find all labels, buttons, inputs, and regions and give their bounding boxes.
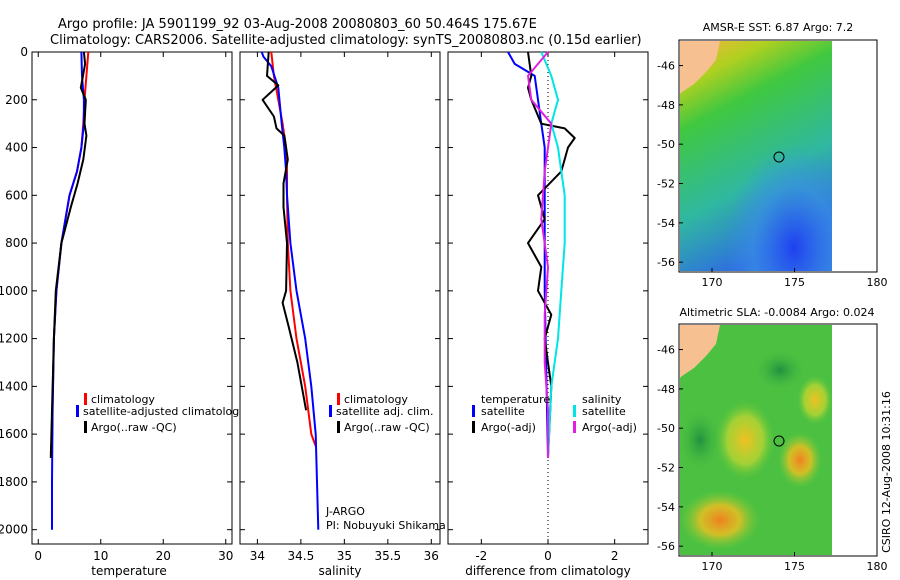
header-title-line1: Argo profile: JA 5901199_92 03-Aug-2008 … bbox=[58, 17, 537, 32]
sla-ytick-label: -48 bbox=[657, 383, 675, 396]
sst-land bbox=[680, 41, 720, 94]
difference-legend-sal-argo: Argo(-adj) bbox=[582, 421, 637, 434]
difference-xtick-label: 2 bbox=[611, 549, 619, 563]
salinity-annotation-jargo: J-ARGO bbox=[325, 505, 365, 518]
difference-lines bbox=[507, 51, 576, 459]
sst-ytick-label: -52 bbox=[657, 178, 675, 191]
salinity-xtick-label: 34.5 bbox=[288, 549, 315, 563]
salinity-xtick-label: 35.5 bbox=[374, 549, 401, 563]
sla-land bbox=[680, 325, 720, 378]
salinity-xtick-label: 35 bbox=[337, 549, 352, 563]
sst-axes: 170 175 180 -46 -48 -50 -52 -54 -56 bbox=[657, 60, 887, 289]
sla-map: Altimetric SLA: -0.0084 Argo: 0.024 170 1… bbox=[657, 306, 887, 573]
difference-legend-temp-argo: Argo(-adj) bbox=[481, 421, 536, 434]
sla-anomaly-6 bbox=[755, 350, 805, 390]
sla-xtick-label: 170 bbox=[702, 560, 723, 573]
difference-xtick-label: 0 bbox=[544, 549, 552, 563]
sla-xtick-label: 180 bbox=[867, 560, 888, 573]
temperature-xtick-label: 30 bbox=[218, 549, 233, 563]
sla-anomaly-4 bbox=[797, 375, 833, 425]
depth-tick-label: 2000 bbox=[0, 523, 28, 537]
depth-tick-label: 200 bbox=[5, 93, 28, 107]
sst-ytick-label: -54 bbox=[657, 217, 675, 230]
sla-map-title: Altimetric SLA: -0.0084 Argo: 0.024 bbox=[680, 306, 875, 319]
temperature-legend-argo: Argo(..raw -QC) bbox=[91, 421, 177, 434]
temperature-legend-satellite: satellite-adjusted climatology bbox=[83, 405, 246, 418]
temperature-lines bbox=[49, 51, 90, 530]
depth-tick-label: 1400 bbox=[0, 379, 28, 393]
difference-legend: temperature salinity satellite Argo(-adj… bbox=[472, 393, 637, 434]
sla-anomaly-1 bbox=[680, 490, 760, 550]
salinity-series-argo-raw-qc bbox=[261, 51, 308, 411]
header-title-line2: Climatology: CARS2006. Satellite-adjuste… bbox=[50, 33, 642, 48]
salinity-lines bbox=[260, 51, 320, 530]
salinity-xtick-label: 36 bbox=[424, 549, 439, 563]
depth-tick-label: 1200 bbox=[0, 332, 28, 346]
difference-xlabel: difference from climatology bbox=[465, 564, 631, 578]
difference-axes: -2 0 2 bbox=[448, 51, 648, 563]
sla-anomaly-2 bbox=[778, 432, 822, 488]
temperature-xtick-label: 0 bbox=[34, 549, 42, 563]
depth-tick-label: 800 bbox=[5, 236, 28, 250]
temperature-axes: 0 10 20 30 0 200 400 600 800 1000 1200 1400 1600 1800… bbox=[0, 45, 233, 563]
difference-xtick-label: -2 bbox=[475, 549, 487, 563]
sst-ytick-label: -48 bbox=[657, 99, 675, 112]
salinity-annotation-pi: PI: Nobuyuki Shikama bbox=[326, 519, 446, 532]
sla-ytick-label: -56 bbox=[657, 540, 675, 553]
sla-xtick-label: 175 bbox=[784, 560, 805, 573]
difference-series-salinity-satellite bbox=[540, 51, 566, 459]
sla-anomaly-5 bbox=[680, 410, 720, 470]
difference-legend-header-salinity: salinity bbox=[582, 393, 622, 406]
sst-cold-region bbox=[680, 41, 832, 271]
sst-map-title: AMSR-E SST: 6.87 Argo: 7.2 bbox=[703, 21, 854, 34]
difference-plot: -2 0 2 difference from climatology tempera… bbox=[447, 51, 649, 578]
salinity-legend-climatology: climatology bbox=[344, 393, 408, 406]
temperature-series-argo-raw-qc bbox=[49, 51, 88, 459]
sst-map: AMSR-E SST: 6.87 Argo: 7.2 170 175 180 -46 -… bbox=[657, 21, 887, 289]
sla-ytick-label: -50 bbox=[657, 422, 675, 435]
salinity-legend: climatology satellite adj. clim. Argo(..… bbox=[329, 393, 433, 434]
temperature-plot: 0 10 20 30 0 200 400 600 800 1000 1200 1400 1600 1800… bbox=[0, 45, 246, 578]
temperature-legend-climatology: climatology bbox=[91, 393, 155, 406]
salinity-legend-argo: Argo(..raw -QC) bbox=[344, 421, 430, 434]
salinity-axes: 34 34.5 35 35.5 36 bbox=[240, 51, 440, 563]
depth-tick-label: 0 bbox=[20, 45, 28, 59]
difference-series-salinity-argo-adj bbox=[527, 51, 553, 458]
sst-argo-marker bbox=[773, 151, 785, 163]
sst-ytick-label: -56 bbox=[657, 256, 675, 269]
temperature-xtick-label: 20 bbox=[156, 549, 171, 563]
sst-xtick-label: 175 bbox=[784, 276, 805, 289]
sst-xtick-label: 170 bbox=[702, 276, 723, 289]
depth-tick-label: 1000 bbox=[0, 284, 28, 298]
salinity-xtick-label: 34 bbox=[250, 549, 265, 563]
salinity-plot: 34 34.5 35 35.5 36 salinity climatology sate… bbox=[239, 51, 446, 578]
depth-tick-label: 600 bbox=[5, 188, 28, 202]
sla-ytick-label: -52 bbox=[657, 462, 675, 475]
temperature-xtick-label: 10 bbox=[93, 549, 108, 563]
sst-ytick-label: -46 bbox=[657, 60, 675, 73]
temperature-xlabel: temperature bbox=[91, 564, 166, 578]
sla-ytick-label: -54 bbox=[657, 501, 675, 514]
sla-argo-marker bbox=[773, 435, 785, 447]
difference-legend-sal-satellite: satellite bbox=[582, 405, 626, 418]
sst-xtick-label: 180 bbox=[867, 276, 888, 289]
depth-tick-label: 1800 bbox=[0, 475, 28, 489]
depth-tick-label: 400 bbox=[5, 141, 28, 155]
sst-ytick-label: -50 bbox=[657, 138, 675, 151]
temperature-legend: climatology satellite-adjusted climatolo… bbox=[76, 393, 246, 434]
salinity-legend-satellite: satellite adj. clim. bbox=[336, 405, 433, 418]
salinity-series-satellite-adj-clim bbox=[260, 51, 320, 530]
depth-tick-label: 1600 bbox=[0, 427, 28, 441]
sla-anomaly-3 bbox=[715, 400, 775, 480]
footer-stamp: CSIRO 12-Aug-2008 10:31:16 bbox=[880, 391, 893, 553]
difference-legend-header-temperature: temperature bbox=[481, 393, 550, 406]
sla-ytick-label: -46 bbox=[657, 344, 675, 357]
difference-legend-temp-satellite: satellite bbox=[481, 405, 525, 418]
sla-axes: 170 175 180 -46 -48 -50 -52 -54 -56 bbox=[657, 344, 887, 573]
salinity-xlabel: salinity bbox=[318, 564, 361, 578]
